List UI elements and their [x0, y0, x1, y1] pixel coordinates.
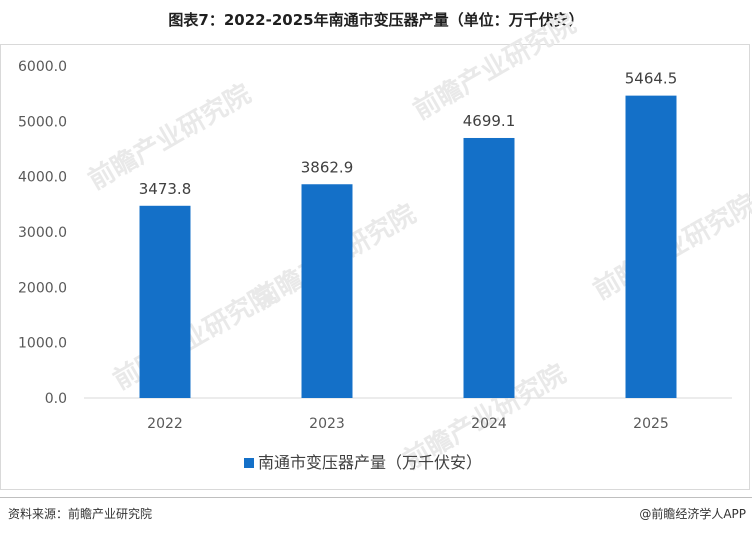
y-tick-label: 0.0 — [45, 391, 67, 407]
source-note: 资料来源：前瞻产业研究院 — [8, 507, 153, 521]
chart-frame — [0, 44, 750, 490]
credit-note: @前瞻经济学人APP — [639, 507, 746, 521]
bar-series — [139, 95, 677, 399]
y-tick-label: 1000.0 — [18, 336, 67, 352]
data-labels: 3473.8 3862.9 4699.1 5464.5 — [139, 70, 678, 198]
watermark-text: 前瞻产业研究院 — [83, 78, 256, 196]
bar-2025 — [625, 95, 677, 399]
x-axis: 2022 2023 2024 2025 — [84, 397, 732, 432]
data-label-2025: 5464.5 — [625, 70, 678, 88]
bar-2023 — [301, 184, 353, 398]
legend-swatch — [244, 458, 254, 468]
y-tick-label: 5000.0 — [18, 114, 67, 130]
watermark-text: 前瞻产业研究院 — [408, 8, 581, 126]
data-label-2022: 3473.8 — [139, 180, 192, 198]
chart-title: 图表7：2022-2025年南通市变压器产量（单位：万千伏安） — [168, 11, 584, 29]
legend: 南通市变压器产量（万千伏安） — [244, 453, 482, 472]
bar-2022 — [139, 205, 191, 398]
x-tick-label-2024: 2024 — [471, 416, 507, 432]
data-label-2023: 3862.9 — [301, 158, 354, 176]
x-tick-label-2022: 2022 — [147, 416, 183, 432]
y-axis: 0.0 1000.0 2000.0 3000.0 4000.0 5000.0 6000.0 — [18, 59, 67, 407]
data-label-2024: 4699.1 — [463, 112, 516, 130]
y-tick-label: 2000.0 — [18, 280, 67, 296]
bar-2024 — [463, 137, 515, 398]
footer-divider — [0, 497, 752, 498]
y-tick-label: 4000.0 — [18, 170, 67, 186]
y-tick-label: 6000.0 — [18, 59, 67, 75]
x-tick-label-2025: 2025 — [633, 416, 669, 432]
legend-label: 南通市变压器产量（万千伏安） — [258, 453, 482, 472]
x-tick-label-2023: 2023 — [309, 416, 345, 432]
y-tick-label: 3000.0 — [18, 225, 67, 241]
